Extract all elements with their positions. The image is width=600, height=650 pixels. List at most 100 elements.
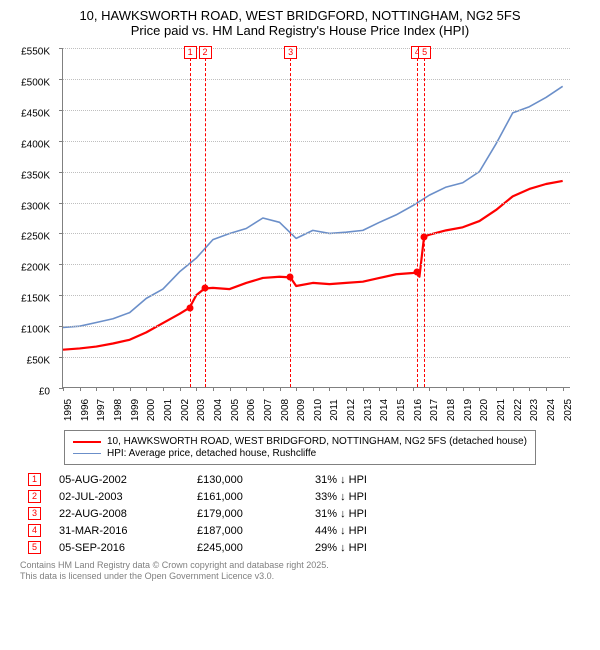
y-axis-label: £0 xyxy=(39,387,50,398)
line-svg xyxy=(63,48,570,387)
sales-row-index: 2 xyxy=(28,490,41,503)
x-tick xyxy=(163,387,164,391)
x-axis-label: 2006 xyxy=(246,399,257,421)
sales-row-price: £179,000 xyxy=(197,508,297,520)
y-axis-label: £450K xyxy=(21,108,50,119)
sale-marker-box: 5 xyxy=(418,46,431,59)
x-tick xyxy=(213,387,214,391)
sales-row-price: £245,000 xyxy=(197,542,297,554)
x-tick xyxy=(246,387,247,391)
x-tick xyxy=(496,387,497,391)
x-axis-label: 1996 xyxy=(80,399,91,421)
x-tick xyxy=(363,387,364,391)
y-tick xyxy=(59,110,63,111)
x-axis-label: 2005 xyxy=(230,399,241,421)
x-tick xyxy=(96,387,97,391)
chart-area: £0£50K£100K£150K£200K£250K£300K£350K£400… xyxy=(18,44,578,424)
sale-dot xyxy=(201,285,208,292)
sales-row-index: 3 xyxy=(28,507,41,520)
gridline-h xyxy=(63,141,570,142)
x-axis-label: 2010 xyxy=(313,399,324,421)
y-tick xyxy=(59,79,63,80)
y-tick xyxy=(59,295,63,296)
sale-marker-box: 1 xyxy=(184,46,197,59)
sale-marker-line xyxy=(424,48,425,387)
sale-marker-line xyxy=(290,48,291,387)
legend-label: HPI: Average price, detached house, Rush… xyxy=(107,448,316,459)
plot-region: £0£50K£100K£150K£200K£250K£300K£350K£400… xyxy=(62,48,570,388)
y-axis-label: £150K xyxy=(21,294,50,305)
x-tick xyxy=(313,387,314,391)
legend-label: 10, HAWKSWORTH ROAD, WEST BRIDGFORD, NOT… xyxy=(107,436,527,447)
gridline-h xyxy=(63,233,570,234)
x-axis-label: 2013 xyxy=(363,399,374,421)
x-tick xyxy=(513,387,514,391)
gridline-h xyxy=(63,264,570,265)
sale-marker-box: 3 xyxy=(284,46,297,59)
sales-row-date: 05-SEP-2016 xyxy=(59,542,179,554)
y-axis-label: £100K xyxy=(21,325,50,336)
x-axis-label: 2009 xyxy=(296,399,307,421)
sales-row-price: £130,000 xyxy=(197,474,297,486)
sales-row-diff: 31% ↓ HPI xyxy=(315,508,405,520)
x-tick xyxy=(280,387,281,391)
sale-marker-line xyxy=(417,48,418,387)
sale-marker-line xyxy=(205,48,206,387)
y-tick xyxy=(59,357,63,358)
y-tick xyxy=(59,203,63,204)
gridline-h xyxy=(63,357,570,358)
sales-row-price: £187,000 xyxy=(197,525,297,537)
x-tick xyxy=(413,387,414,391)
x-axis-label: 1995 xyxy=(63,399,74,421)
legend-swatch xyxy=(73,441,101,443)
sales-row-diff: 44% ↓ HPI xyxy=(315,525,405,537)
sale-dot xyxy=(186,304,193,311)
x-axis-label: 2008 xyxy=(280,399,291,421)
x-axis-label: 2016 xyxy=(413,399,424,421)
x-tick xyxy=(130,387,131,391)
x-axis-label: 2002 xyxy=(180,399,191,421)
legend-row: HPI: Average price, detached house, Rush… xyxy=(73,448,527,459)
sales-row-index: 5 xyxy=(28,541,41,554)
x-tick xyxy=(396,387,397,391)
y-axis-label: £50K xyxy=(27,356,50,367)
x-axis-label: 2021 xyxy=(496,399,507,421)
sales-row-diff: 29% ↓ HPI xyxy=(315,542,405,554)
x-tick xyxy=(429,387,430,391)
x-tick xyxy=(329,387,330,391)
sale-marker-line xyxy=(190,48,191,387)
x-tick xyxy=(346,387,347,391)
gridline-h xyxy=(63,326,570,327)
x-tick xyxy=(113,387,114,391)
gridline-h xyxy=(63,203,570,204)
x-axis-label: 2020 xyxy=(479,399,490,421)
x-tick xyxy=(230,387,231,391)
sales-row: 202-JUL-2003£161,00033% ↓ HPI xyxy=(28,490,590,503)
x-tick xyxy=(479,387,480,391)
footer-text: Contains HM Land Registry data © Crown c… xyxy=(20,560,590,583)
gridline-h xyxy=(63,295,570,296)
x-axis-label: 2022 xyxy=(513,399,524,421)
footer-line1: Contains HM Land Registry data © Crown c… xyxy=(20,560,590,571)
sales-row-diff: 31% ↓ HPI xyxy=(315,474,405,486)
x-axis-label: 2024 xyxy=(546,399,557,421)
x-tick xyxy=(263,387,264,391)
x-tick xyxy=(546,387,547,391)
x-tick xyxy=(63,387,64,391)
sales-row: 5 05-SEP-2016 £245,000 29% ↓ HPI xyxy=(28,541,590,554)
x-axis-label: 1997 xyxy=(96,399,107,421)
y-axis-label: £300K xyxy=(21,201,50,212)
x-axis-label: 2012 xyxy=(346,399,357,421)
x-tick xyxy=(563,387,564,391)
x-axis-label: 2023 xyxy=(529,399,540,421)
y-axis-label: £400K xyxy=(21,139,50,150)
x-axis-label: 2017 xyxy=(429,399,440,421)
x-axis-label: 2007 xyxy=(263,399,274,421)
gridline-h xyxy=(63,172,570,173)
x-axis-label: 2001 xyxy=(163,399,174,421)
legend-box: 10, HAWKSWORTH ROAD, WEST BRIDGFORD, NOT… xyxy=(64,430,536,465)
y-tick xyxy=(59,233,63,234)
x-tick xyxy=(196,387,197,391)
x-axis-label: 2011 xyxy=(329,399,340,421)
sales-row-price: £161,000 xyxy=(197,491,297,503)
